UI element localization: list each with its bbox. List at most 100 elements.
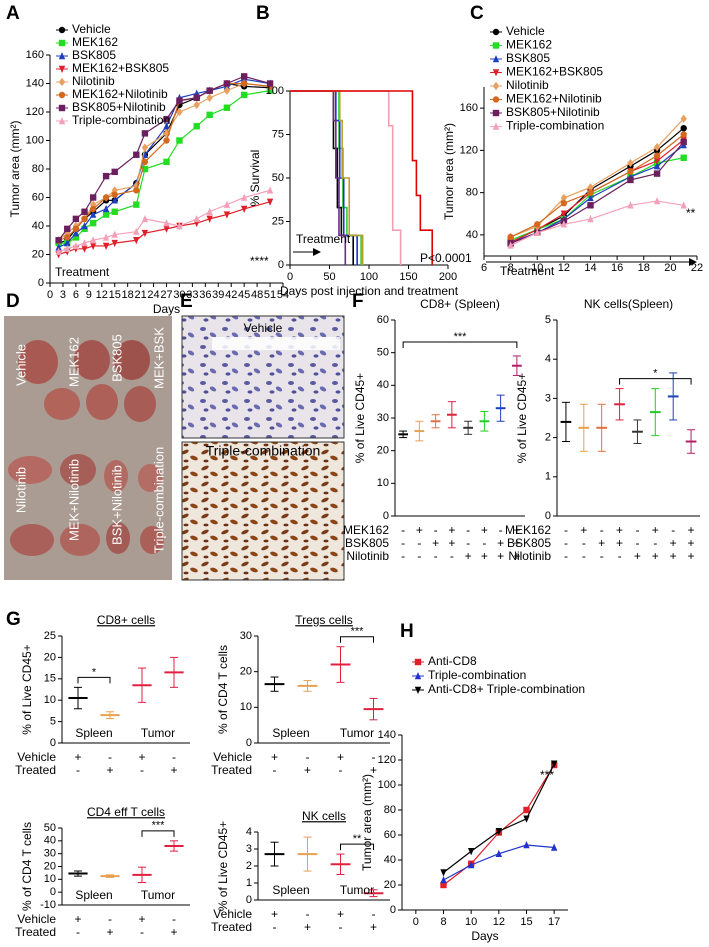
x-tick-label: 39 [212, 289, 224, 301]
row-mark: + [304, 763, 311, 777]
y-tick-label: 40 [384, 854, 396, 866]
marker [163, 158, 170, 166]
marker [163, 137, 170, 144]
marker [89, 219, 97, 227]
y-axis-label: % of Live CD45+ [20, 644, 34, 734]
y-tick-label: 20 [44, 651, 56, 663]
marker [627, 176, 634, 184]
marker [680, 131, 687, 138]
marker [627, 158, 634, 168]
y-tick-label: 60 [377, 314, 389, 326]
x-tick-label: 8 [508, 262, 514, 274]
legend-label: Anti-CD8 [428, 654, 477, 668]
row-mark: + [370, 763, 377, 777]
marker [133, 187, 140, 194]
marker [440, 881, 447, 889]
marker [141, 229, 149, 238]
legend-marker [492, 28, 500, 36]
row-mark: - [450, 549, 454, 563]
row-mark: + [652, 549, 659, 563]
marker [223, 80, 231, 87]
marker [653, 162, 661, 170]
x-tick-label: 0 [287, 271, 293, 283]
marker [141, 214, 149, 223]
marker [560, 220, 568, 228]
y-tick-label: 30 [44, 848, 56, 860]
row-label: Vehicle [213, 750, 252, 764]
marker [495, 828, 503, 836]
x-axis-label: Days [153, 302, 180, 316]
photo-label: MEK162 [66, 337, 81, 387]
legend-label: MEK162+BSK805 [72, 61, 169, 75]
row-mark: + [432, 536, 439, 550]
legend-label: MEK162+Nilotinib [506, 92, 602, 106]
x-tick-label: 22 [691, 262, 703, 274]
marker [266, 186, 274, 194]
y-axis-label: % of Live CD45+ [216, 821, 230, 911]
chart-title: Tregs cells [295, 613, 353, 627]
marker [176, 222, 183, 230]
marker [55, 243, 62, 251]
row-mark: - [434, 523, 438, 537]
row-mark: + [138, 912, 145, 926]
x-tick-label: 10 [465, 916, 477, 928]
marker [680, 201, 687, 209]
row-mark: + [370, 920, 377, 934]
marker [133, 201, 140, 208]
row-mark: - [401, 536, 405, 550]
y-axis-label: Tumor area (mm²) [8, 121, 22, 218]
marker [467, 848, 475, 856]
series-line [443, 764, 555, 886]
y-tick-label: 0 [390, 904, 396, 916]
chart-title: CD8+ cells [97, 613, 155, 627]
y-axis-label: Tumor area (mm²) [442, 123, 456, 220]
row-mark: + [481, 523, 488, 537]
x-tick-label: 54 [277, 289, 289, 301]
row-mark: - [273, 920, 277, 934]
photo-label: MEK+Nilotinib [66, 459, 81, 541]
legend-label: MEK162 [506, 38, 552, 52]
row-mark: + [634, 549, 641, 563]
ihc-triple [181, 441, 345, 581]
row-mark: + [170, 763, 177, 777]
row-mark: - [306, 907, 310, 921]
row-mark: - [108, 750, 112, 764]
y-tick-label: 50 [272, 172, 284, 184]
photo-label: Vehicle [13, 344, 28, 386]
marker [560, 199, 568, 207]
row-mark: + [497, 549, 504, 563]
y-axis-label: % Survival [248, 150, 262, 207]
marker [81, 215, 88, 223]
x-tick-label: 45 [238, 289, 250, 301]
marker [64, 244, 71, 252]
y-tick-label: 1 [246, 877, 252, 889]
legend-marker [414, 658, 422, 666]
x-axis-label: Days [471, 929, 498, 943]
series-line [58, 82, 271, 241]
marker [111, 186, 118, 195]
y-tick-label: 0 [246, 737, 252, 749]
row-mark: - [582, 536, 586, 550]
y-tick-label: 100 [26, 134, 44, 146]
significance-bracket [340, 843, 374, 851]
annotation: Treatment [500, 264, 555, 278]
row-mark: + [337, 907, 344, 921]
marker [240, 205, 248, 213]
y-tick-label: 5 [545, 314, 551, 326]
x-tick-label: 30 [173, 289, 185, 301]
row-mark: - [401, 549, 405, 563]
row-mark: + [670, 536, 677, 550]
marker [89, 242, 97, 250]
x-tick-label: 33 [186, 289, 198, 301]
row-mark: + [74, 912, 81, 926]
row-mark: - [635, 536, 639, 550]
annotation: *** [540, 768, 554, 782]
row-mark: - [600, 523, 604, 537]
y-tick-label: 100 [266, 85, 284, 97]
row-mark: - [671, 523, 675, 537]
marker [627, 201, 634, 209]
annotation: ** [686, 206, 696, 220]
marker [240, 91, 248, 99]
marker [141, 165, 149, 173]
